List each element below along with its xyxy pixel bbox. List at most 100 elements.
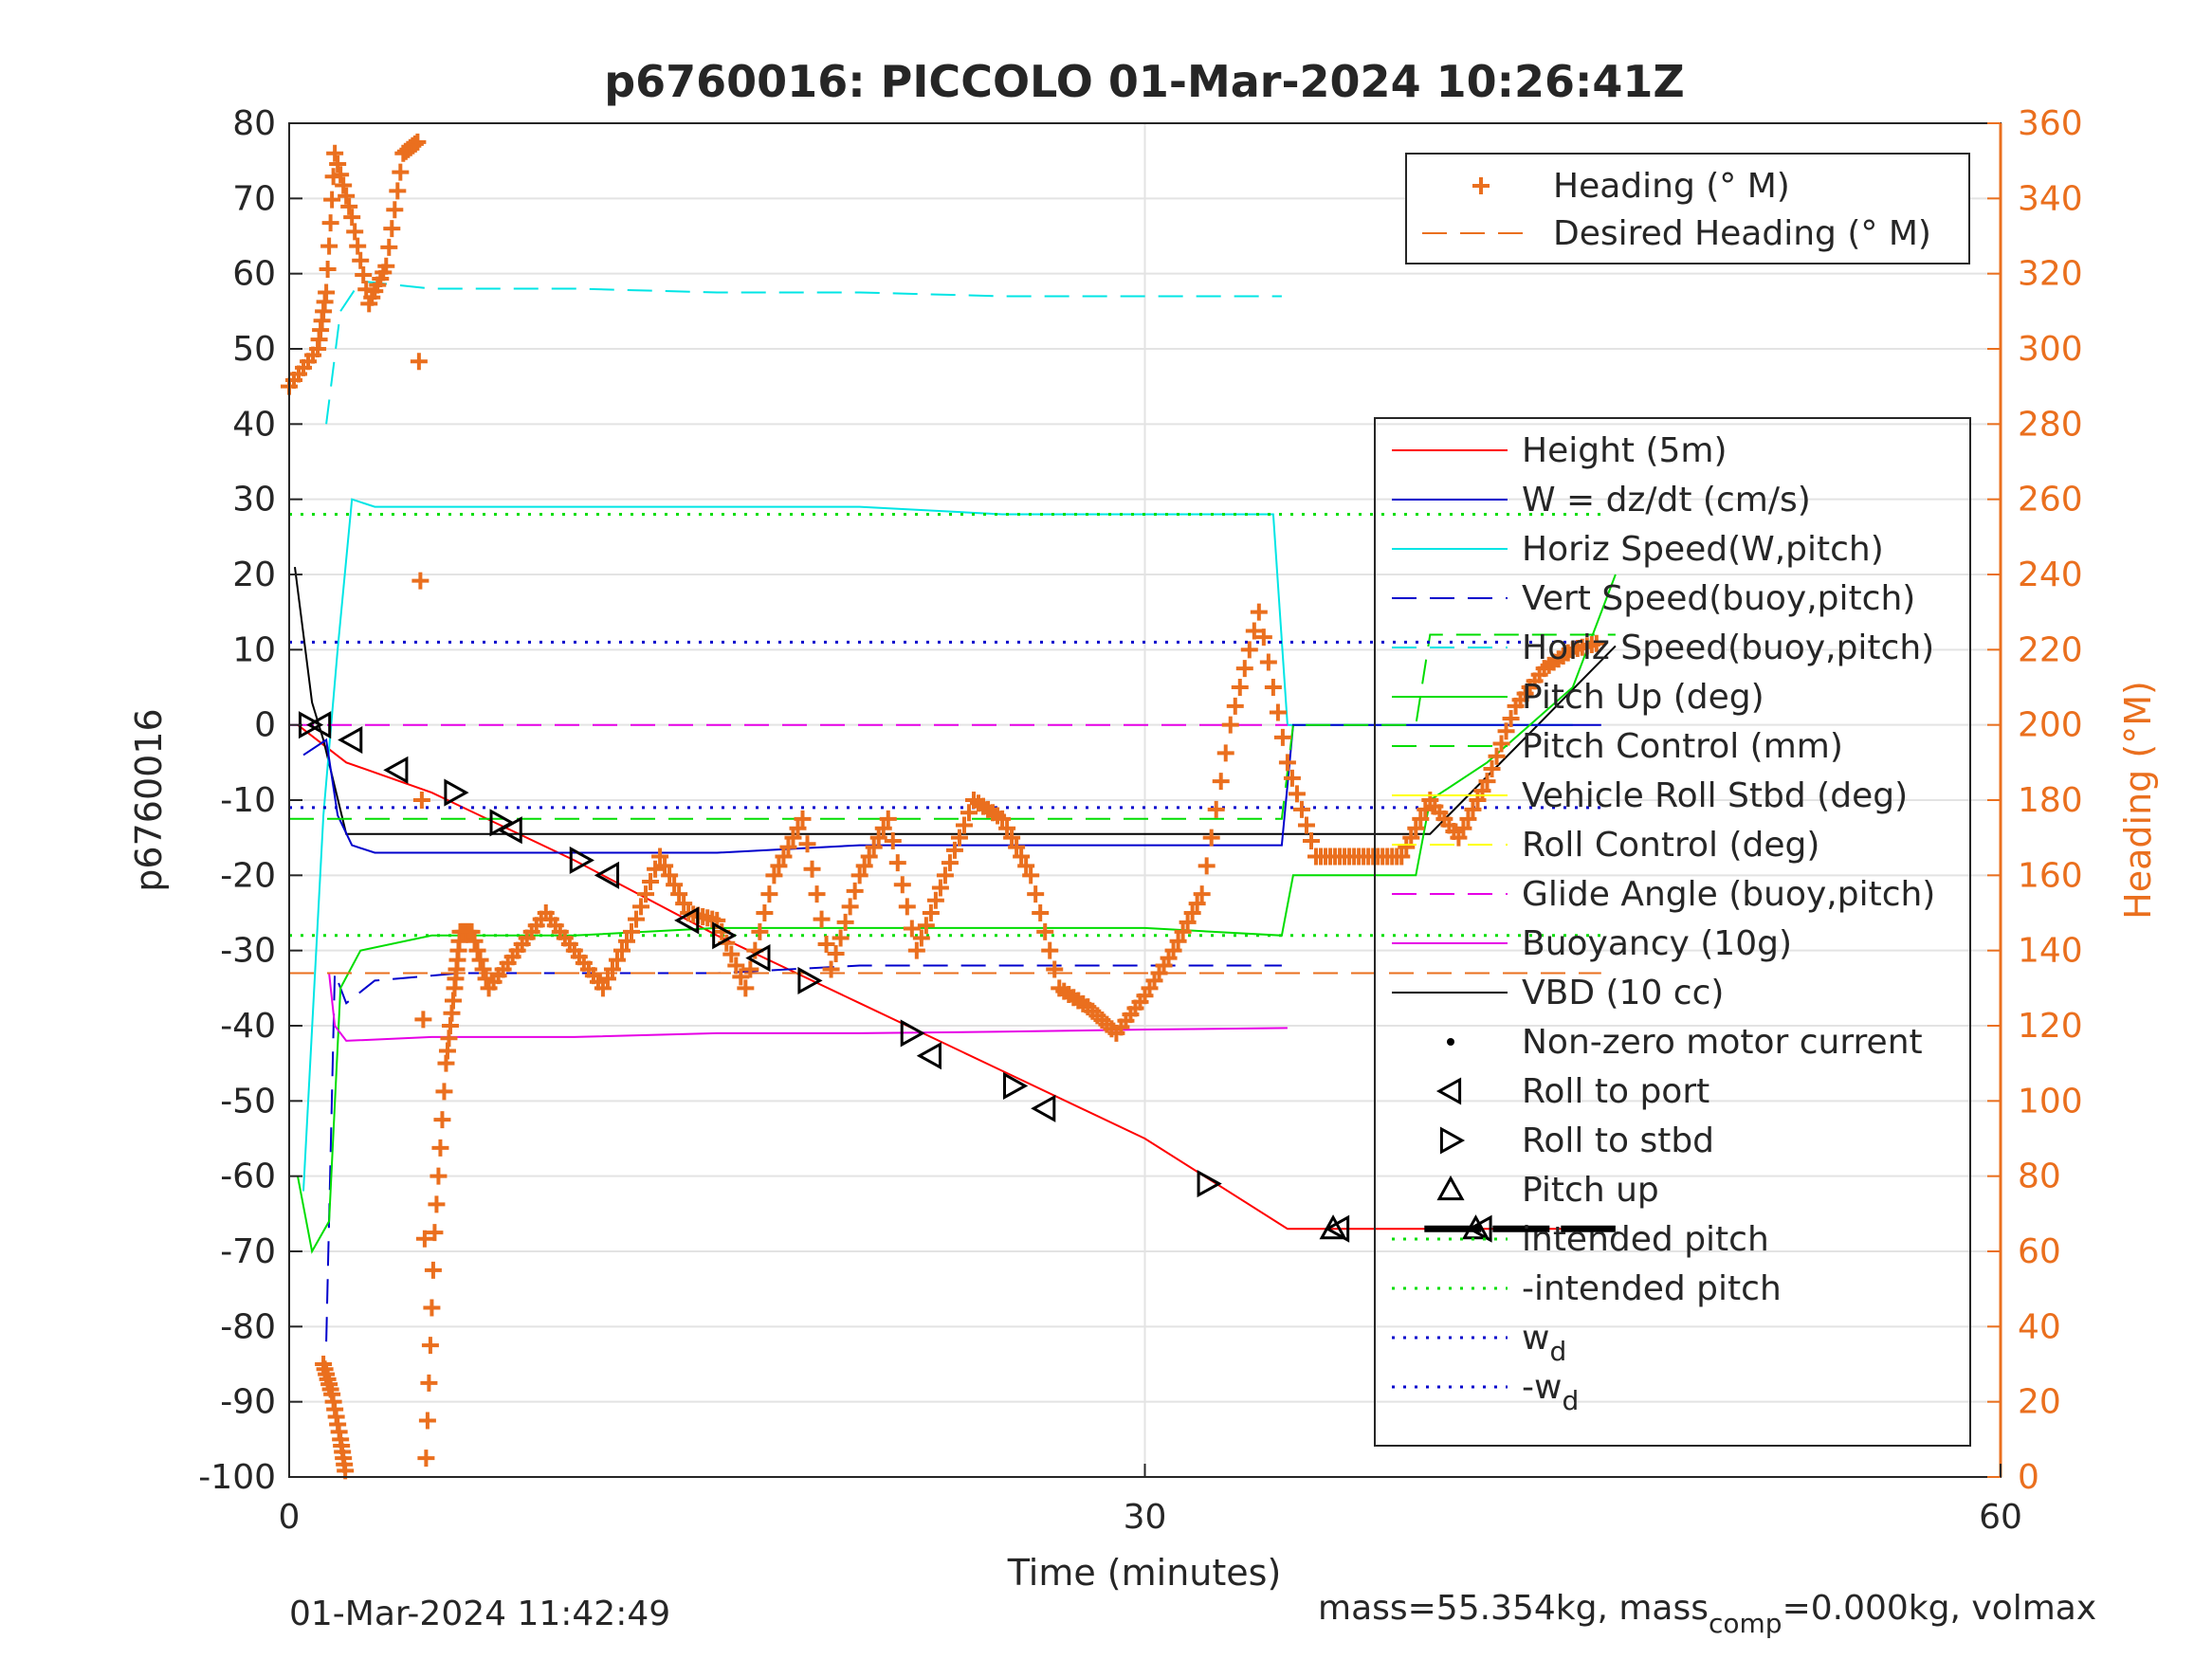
heading-point bbox=[377, 257, 395, 275]
heading-point bbox=[623, 922, 640, 940]
heading-point bbox=[1216, 744, 1234, 762]
heading-point bbox=[656, 857, 674, 875]
heading-point bbox=[642, 872, 660, 890]
heading-point bbox=[779, 838, 797, 856]
roll-to-port-marker bbox=[916, 1042, 941, 1070]
heading-point bbox=[751, 922, 769, 940]
heading-point bbox=[1197, 857, 1216, 875]
legend-label: W = dz/dt (cm/s) bbox=[1522, 481, 1811, 520]
heading-point bbox=[1254, 629, 1272, 647]
heading-point bbox=[1164, 941, 1182, 959]
heading-point bbox=[869, 829, 887, 847]
heading-point bbox=[1202, 829, 1220, 847]
heading-point bbox=[903, 920, 921, 938]
heading-point bbox=[912, 929, 930, 947]
heading-point bbox=[651, 848, 669, 866]
heading-point bbox=[794, 810, 812, 828]
heading-point bbox=[917, 917, 935, 935]
tick-label-right: 180 bbox=[2018, 781, 2083, 820]
heading-point bbox=[1193, 885, 1211, 903]
heading-point bbox=[884, 831, 902, 849]
tick-label-left: -80 bbox=[220, 1307, 276, 1346]
tick-label-right: 100 bbox=[2018, 1082, 2083, 1121]
legend-label: wd bbox=[1522, 1319, 1566, 1367]
heading-point bbox=[1393, 848, 1411, 866]
roll-to-port-marker bbox=[594, 861, 620, 889]
heading-point bbox=[666, 876, 684, 894]
heading-point bbox=[474, 960, 492, 978]
heading-point bbox=[1259, 653, 1277, 671]
heading-point bbox=[1207, 800, 1225, 818]
legend-label-sub: d bbox=[1562, 1385, 1579, 1416]
roll-to-stbd-marker bbox=[1197, 1170, 1222, 1198]
heading-point bbox=[888, 854, 906, 872]
heading-point bbox=[1183, 904, 1201, 921]
tick-label-right: 280 bbox=[2018, 405, 2083, 444]
heading-point bbox=[1179, 913, 1197, 931]
heading-point bbox=[1297, 816, 1315, 834]
heading-point bbox=[598, 970, 616, 988]
heading-point bbox=[1283, 769, 1301, 787]
heading-point bbox=[1235, 660, 1253, 678]
heading-point bbox=[380, 238, 398, 256]
tick-label-left: -100 bbox=[198, 1458, 276, 1497]
legend-label: Roll to stbd bbox=[1522, 1121, 1714, 1160]
tick-label-right: 40 bbox=[2018, 1307, 2061, 1346]
heading-point bbox=[628, 910, 646, 928]
heading-point bbox=[428, 1195, 446, 1213]
heading-point bbox=[941, 854, 959, 872]
heading-point bbox=[1221, 716, 1239, 734]
series-heading-low-wrap-segment bbox=[315, 1356, 355, 1480]
legend-tri-left-icon bbox=[1435, 1077, 1462, 1105]
legend-label: Pitch up bbox=[1522, 1171, 1659, 1210]
x-axis-label: Time (minutes) bbox=[1007, 1552, 1282, 1594]
heading-point bbox=[846, 882, 864, 900]
heading-point bbox=[1250, 603, 1268, 621]
y-axis-right: 3603403203002802602402202001801601401201… bbox=[1987, 104, 2083, 1497]
footer-mass-sub: comp bbox=[1709, 1608, 1782, 1639]
roll-to-stbd-marker bbox=[712, 921, 738, 950]
legend-tri-up-icon bbox=[1436, 1175, 1465, 1201]
heading-point bbox=[466, 932, 484, 950]
heading-point bbox=[784, 829, 802, 847]
heading-point bbox=[1450, 829, 1468, 847]
heading-point bbox=[1003, 829, 1021, 847]
heading-point bbox=[320, 237, 338, 255]
heading-point bbox=[841, 898, 859, 916]
heading-point bbox=[1488, 747, 1506, 765]
heading-point bbox=[808, 885, 826, 903]
heading-point bbox=[383, 220, 401, 238]
legend-label: Vehicle Roll Stbd (deg) bbox=[1522, 776, 1908, 815]
heading-point bbox=[998, 819, 1016, 837]
heading-point bbox=[1459, 810, 1477, 828]
heading-point bbox=[675, 895, 693, 913]
legend-heading-plus-icon bbox=[1472, 177, 1490, 194]
heading-point bbox=[1587, 634, 1605, 652]
legend-label: -wd bbox=[1522, 1368, 1579, 1416]
pitch-up-marker bbox=[1319, 1214, 1347, 1240]
heading-point bbox=[389, 182, 407, 200]
heading-point bbox=[1292, 800, 1310, 818]
y-axis-left-label: p6760016 bbox=[128, 708, 170, 891]
heading-point bbox=[893, 876, 911, 894]
series-vert-speed-buoy-pitch bbox=[325, 964, 1282, 1342]
heading-point bbox=[1402, 829, 1420, 847]
tick-label-x: 60 bbox=[1979, 1498, 2022, 1537]
heading-point bbox=[424, 1261, 442, 1279]
heading-point bbox=[1497, 722, 1515, 740]
heading-point bbox=[874, 819, 892, 837]
legend-label: Glide Angle (buoy,pitch) bbox=[1522, 875, 1935, 914]
tick-label-right: 260 bbox=[2018, 481, 2083, 520]
roll-to-stbd-marker bbox=[444, 778, 469, 807]
legend-heading: Heading (° M) Desired Heading (° M) bbox=[1405, 153, 1970, 264]
heading-point bbox=[798, 835, 816, 853]
legend-heading-label: Heading (° M) bbox=[1553, 167, 1790, 206]
legend-label: Vert Speed(buoy,pitch) bbox=[1522, 579, 1915, 618]
heading-point bbox=[1046, 960, 1064, 978]
heading-point bbox=[822, 960, 840, 978]
heading-point bbox=[318, 283, 336, 301]
heading-point bbox=[907, 941, 925, 959]
heading-point bbox=[415, 1230, 433, 1248]
tick-label-right: 160 bbox=[2018, 856, 2083, 895]
heading-point bbox=[346, 223, 364, 241]
